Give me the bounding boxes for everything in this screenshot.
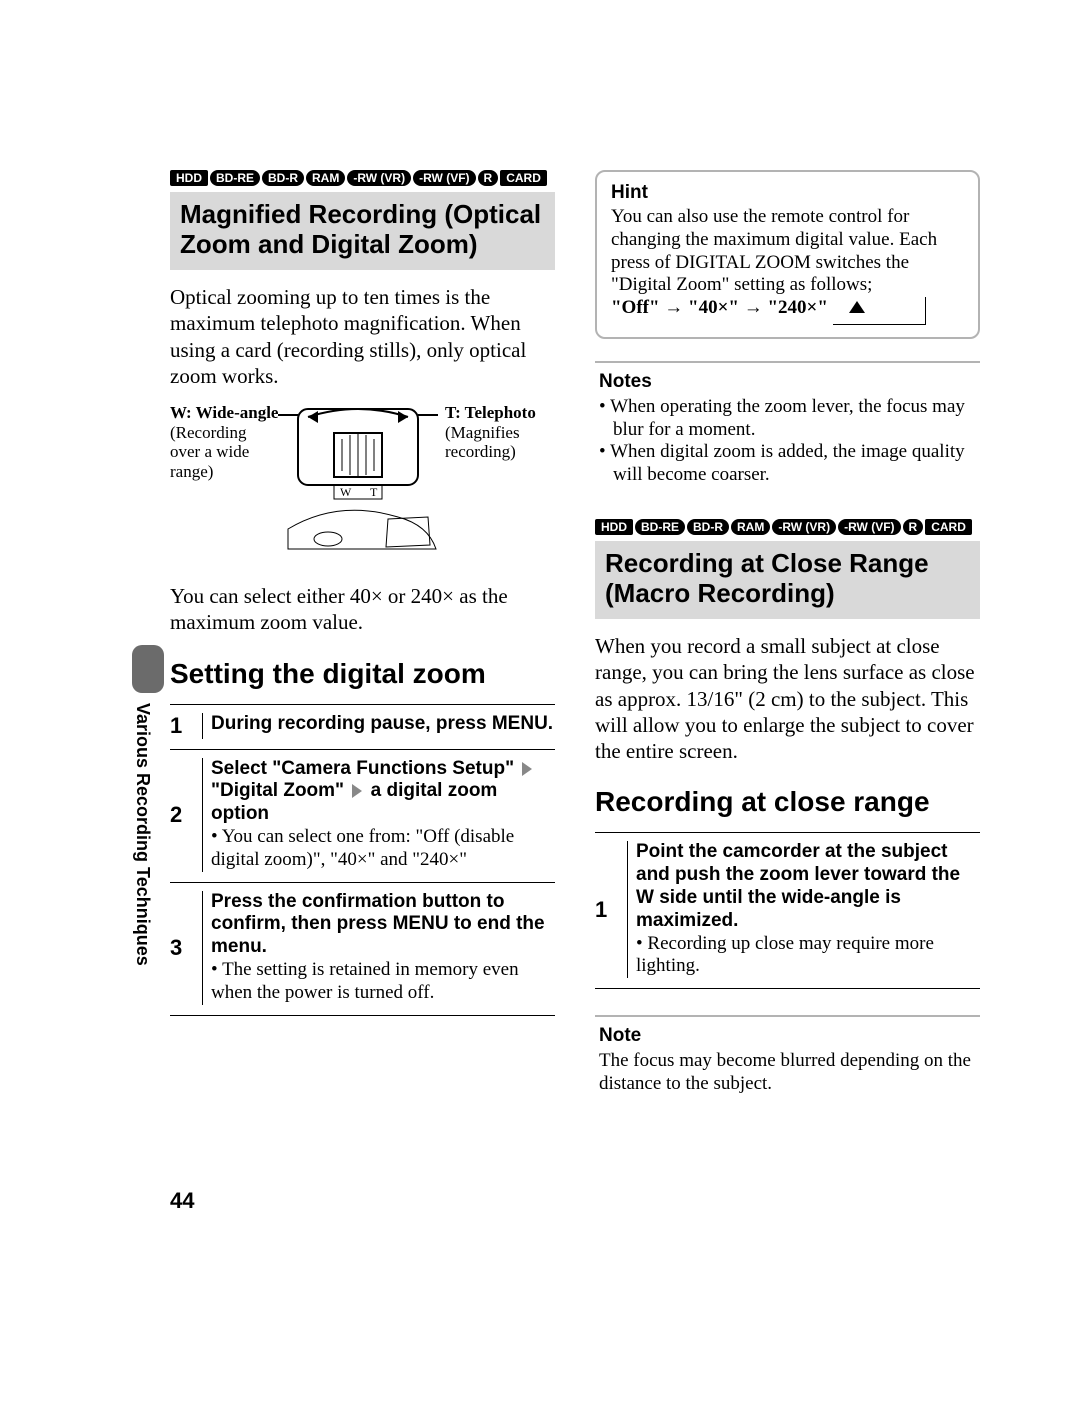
media-badge: -RW (VF) — [838, 519, 900, 535]
t-letter: T — [370, 485, 378, 499]
macro-step-1: 1 Point the camcorder at the subject and… — [595, 832, 980, 989]
step-2-bullet: You can select one from: "Off (disable d… — [211, 826, 555, 872]
section-heading-macro: Recording at Close Range (Macro Recordin… — [595, 541, 980, 619]
macro-step-1-text: Point the camcorder at the subject and p… — [636, 841, 980, 932]
media-badge: RAM — [306, 170, 345, 186]
notes-box-1: Notes When operating the zoom lever, the… — [595, 361, 980, 497]
media-badge: BD-R — [262, 170, 304, 186]
media-badge: -RW (VR) — [347, 170, 411, 186]
media-badges-left: HDDBD-REBD-RRAM-RW (VR)-RW (VF)RCARD — [170, 170, 555, 186]
media-badge: BD-R — [687, 519, 729, 535]
macro-step-num-1: 1 — [595, 897, 607, 923]
hint-text: You can also use the remote control for … — [611, 206, 964, 325]
zoom-lever-illustration: W T — [278, 399, 438, 559]
note-item: When operating the zoom lever, the focus… — [599, 396, 976, 442]
step-1-text: During recording pause, press MENU. — [211, 713, 555, 736]
note-item: When digital zoom is added, the image qu… — [599, 441, 976, 487]
macro-step-1-bullet: Recording up close may require more ligh… — [636, 933, 980, 979]
step-3-bullet: The setting is retained in memory even w… — [211, 959, 555, 1005]
right-column: Hint You can also use the remote control… — [595, 170, 980, 1128]
arrow-icon — [522, 762, 532, 776]
hint-box: Hint You can also use the remote control… — [595, 170, 980, 339]
side-tab: Various Recording Techniques — [132, 645, 164, 985]
media-badge: RAM — [731, 519, 770, 535]
subhead-digital-zoom: Setting the digital zoom — [170, 658, 555, 690]
side-tab-text: Various Recording Techniques — [132, 703, 153, 966]
media-badge: -RW (VF) — [413, 170, 475, 186]
page-number: 44 — [170, 1188, 980, 1214]
step-3: 3 Press the confirmation button to confi… — [170, 882, 555, 1016]
step-num-3: 3 — [170, 935, 182, 961]
step-num-2: 2 — [170, 802, 182, 828]
step-3-text: Press the confirmation button to confirm… — [211, 891, 555, 959]
section-heading-zoom: Magnified Recording (Optical Zoom and Di… — [170, 192, 555, 270]
subhead-close-range: Recording at close range — [595, 786, 980, 818]
zoom-diagram: W: Wide-angle (Recording over a wide ran… — [170, 403, 555, 573]
w-letter: W — [340, 485, 352, 499]
media-badge: CARD — [925, 519, 972, 535]
media-badge: HDD — [170, 170, 208, 186]
media-badge: BD-RE — [635, 519, 685, 535]
note-text-2: The focus may become blurred depending o… — [599, 1050, 976, 1096]
up-arrow-icon — [849, 301, 865, 313]
steps-digital-zoom: 1 During recording pause, press MENU. 2 … — [170, 704, 555, 1016]
t-label-desc: (Magnifies recording) — [445, 423, 520, 462]
t-label-title: T: Telephoto — [445, 403, 536, 422]
step-1: 1 During recording pause, press MENU. — [170, 704, 555, 749]
arrow-icon — [352, 784, 362, 798]
w-label-desc: (Recording over a wide range) — [170, 423, 249, 481]
left-column: HDDBD-REBD-RRAM-RW (VR)-RW (VF)RCARD Mag… — [170, 170, 555, 1128]
step-2-text: Select "Camera Functions Setup" "Digital… — [211, 758, 555, 826]
media-badge: CARD — [500, 170, 547, 186]
media-badge: BD-RE — [210, 170, 260, 186]
intro-zoom: Optical zooming up to ten times is the m… — [170, 284, 555, 389]
intro-macro: When you record a small subject at close… — [595, 633, 980, 764]
media-badge: -RW (VR) — [772, 519, 836, 535]
side-tab-marker — [132, 645, 164, 693]
hint-title: Hint — [611, 182, 964, 204]
note-box-2: Note The focus may become blurred depend… — [595, 1015, 980, 1105]
notes-title: Notes — [599, 371, 976, 394]
media-badge: HDD — [595, 519, 633, 535]
media-badge: R — [903, 519, 924, 535]
step-num-1: 1 — [170, 713, 182, 739]
media-badge: R — [478, 170, 499, 186]
w-label-title: W: Wide-angle — [170, 403, 278, 422]
steps-close-range: 1 Point the camcorder at the subject and… — [595, 832, 980, 989]
step-2: 2 Select "Camera Functions Setup" "Digit… — [170, 749, 555, 882]
note-title-2: Note — [599, 1025, 976, 1048]
media-badges-right: HDDBD-REBD-RRAM-RW (VR)-RW (VF)RCARD — [595, 519, 980, 535]
post-diagram-text: You can select either 40× or 240× as the… — [170, 583, 555, 636]
